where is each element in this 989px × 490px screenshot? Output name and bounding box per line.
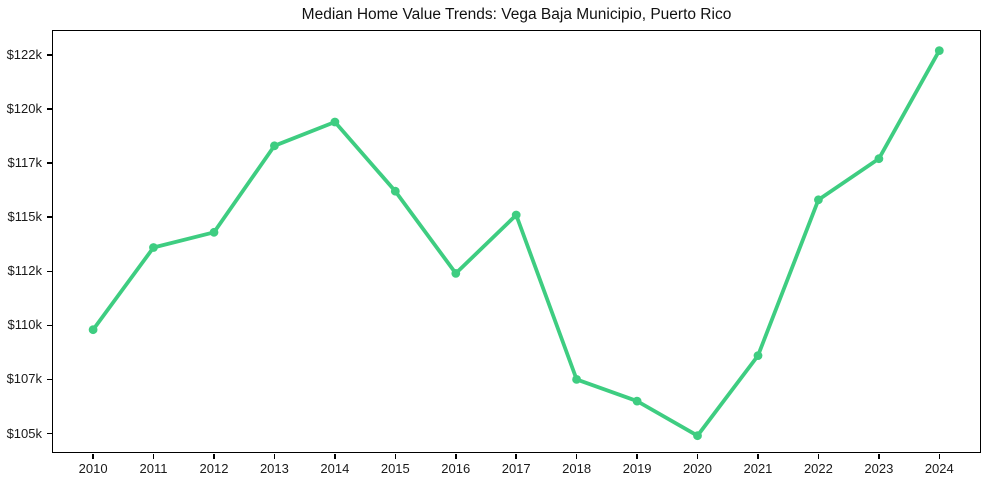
data-point-2017: [511, 210, 521, 220]
line-chart: [88, 46, 944, 441]
x-tick-mark: [213, 454, 215, 459]
y-tick-mark: [47, 54, 52, 56]
data-point-2023: [874, 154, 884, 164]
x-tick-label: 2024: [924, 461, 954, 476]
y-tick-mark: [47, 108, 52, 110]
plot-border: [52, 30, 981, 453]
x-tick-label: 2013: [259, 461, 289, 476]
x-tick-mark: [334, 454, 336, 459]
data-point-2024: [934, 46, 944, 55]
data-point-2015: [390, 186, 400, 196]
x-tick-label: 2017: [501, 461, 531, 476]
y-tick-label: $120k: [6, 100, 42, 116]
y-tick-mark: [47, 162, 52, 164]
data-point-2020: [693, 431, 702, 441]
data-point-2012: [209, 227, 219, 237]
y-tick-label: $105k: [6, 425, 42, 441]
x-tick-mark: [938, 454, 941, 459]
x-tick-mark: [273, 454, 276, 459]
y-tick-label: $117k: [7, 155, 42, 171]
x-tick-label: 2012: [199, 461, 229, 476]
data-point-2018: [572, 375, 581, 384]
x-tick-label: 2015: [380, 461, 410, 476]
y-tick-label: $122k: [6, 46, 42, 62]
data-point-2010: [88, 325, 98, 335]
y-tick-label: $110k: [7, 317, 42, 333]
data-point-2013: [270, 141, 279, 151]
x-tick-label: 2019: [622, 461, 652, 476]
x-tick-label: 2020: [683, 461, 712, 476]
x-tick-label: 2018: [562, 461, 592, 476]
y-tick-mark: [47, 270, 52, 272]
data-point-2016: [451, 269, 461, 278]
y-tick-label: $115k: [7, 209, 42, 225]
x-tick-mark: [575, 454, 578, 459]
y-tick-mark: [47, 378, 52, 381]
x-tick-mark: [92, 454, 94, 459]
data-point-2011: [149, 243, 158, 252]
chart-title: Median Home Value Trends: Vega Baja Muni…: [301, 6, 732, 23]
x-tick-mark: [152, 454, 155, 459]
x-tick-mark: [817, 454, 820, 459]
x-tick-label: 2022: [803, 461, 833, 476]
x-tick-label: 2021: [743, 461, 773, 476]
data-point-2019: [632, 396, 642, 406]
x-tick-label: 2014: [320, 461, 350, 476]
x-tick-mark: [515, 454, 517, 459]
x-tick-mark: [455, 454, 457, 459]
y-tick-label: $112k: [7, 263, 42, 279]
y-tick-label: $107k: [6, 371, 42, 387]
x-tick-mark: [394, 454, 397, 459]
x-tick-mark: [878, 454, 880, 459]
x-tick-label: 2011: [139, 461, 168, 476]
x-tick-label: 2023: [864, 461, 894, 476]
x-tick-label: 2010: [78, 461, 108, 476]
x-tick-label: 2016: [441, 461, 471, 476]
x-tick-mark: [757, 454, 759, 459]
y-tick-mark: [47, 432, 52, 435]
y-tick-mark: [47, 216, 52, 218]
x-tick-mark: [696, 454, 699, 459]
data-point-2021: [753, 351, 763, 360]
data-point-2014: [330, 117, 340, 127]
trend-line: [91, 48, 942, 438]
x-tick-mark: [636, 454, 638, 459]
data-point-2022: [814, 195, 823, 205]
y-tick-mark: [47, 324, 52, 327]
